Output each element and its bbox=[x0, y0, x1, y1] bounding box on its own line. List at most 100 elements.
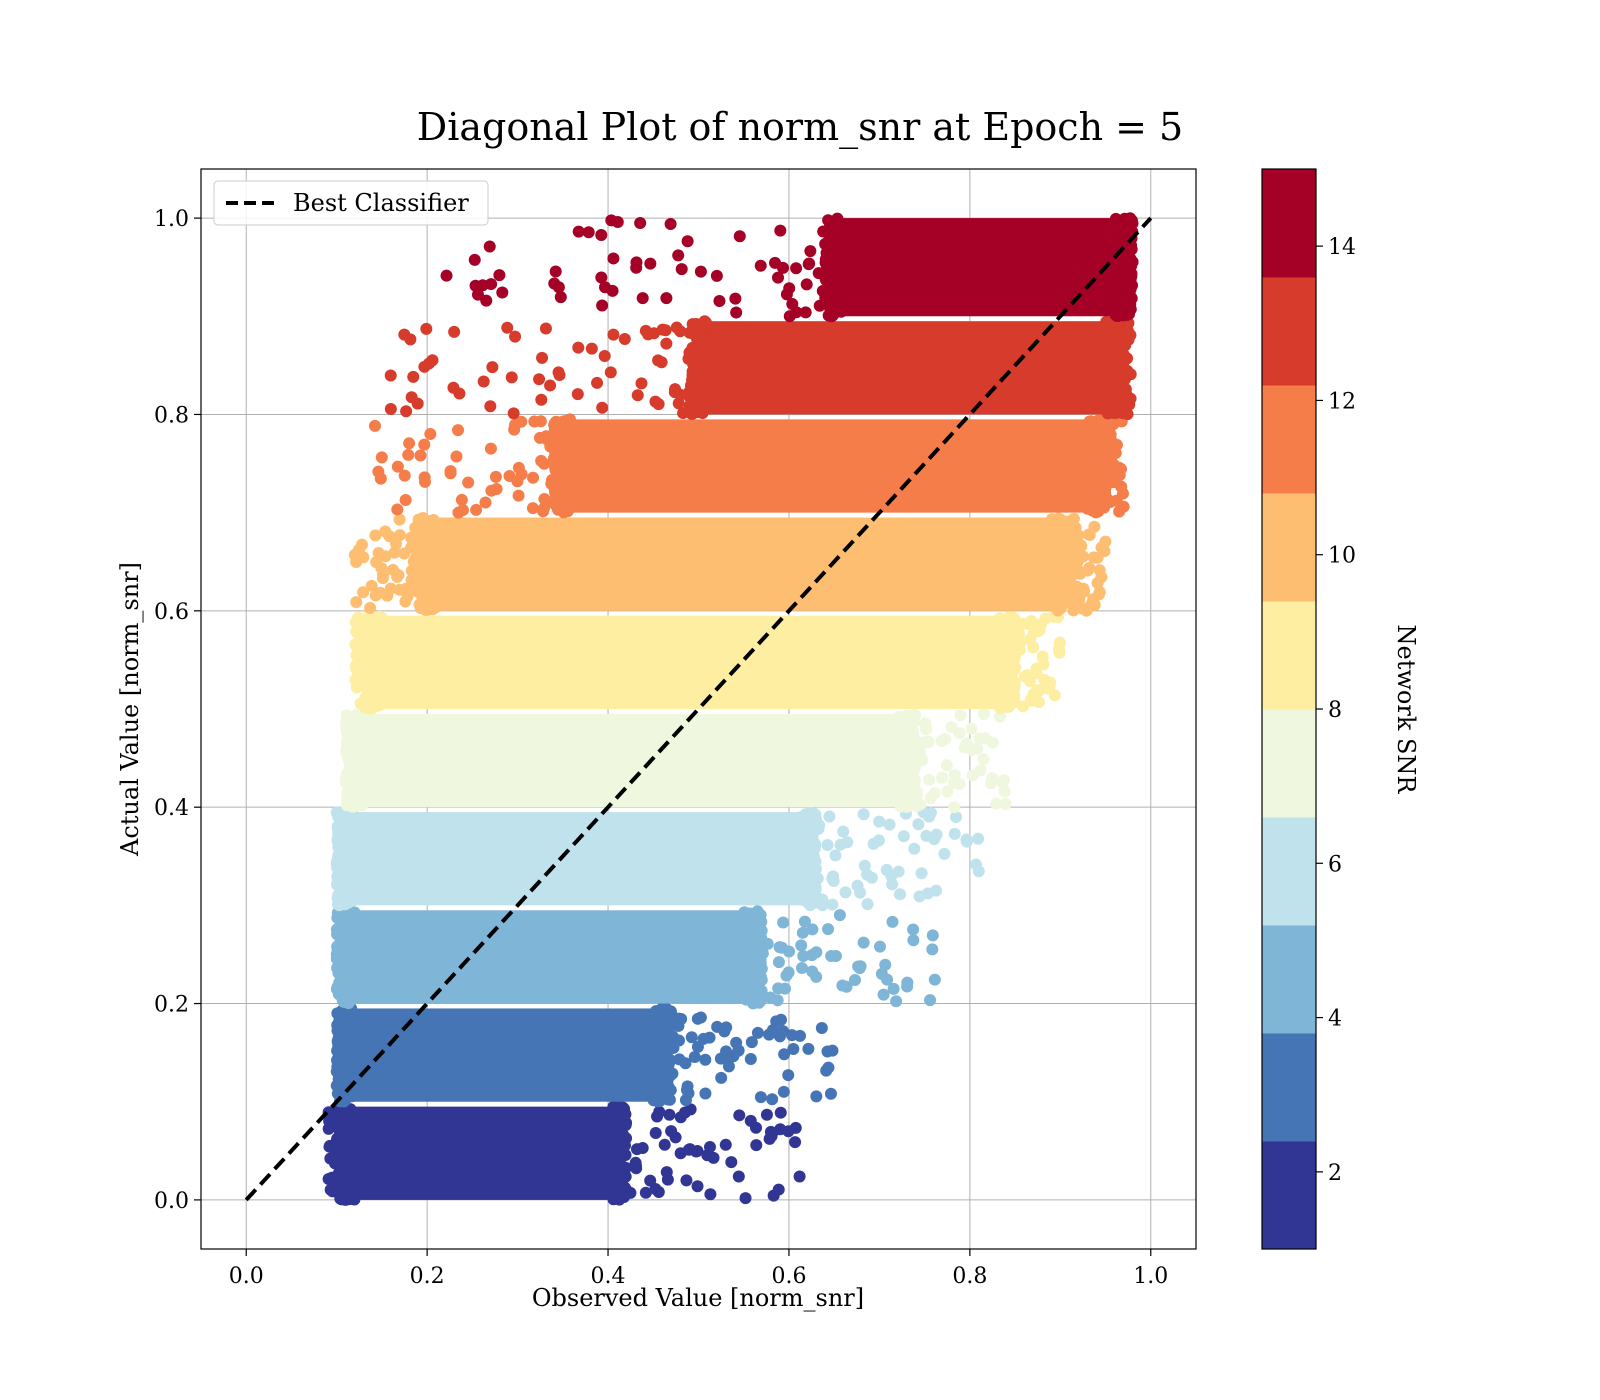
scatter-point bbox=[807, 895, 820, 908]
scatter-point bbox=[795, 962, 808, 975]
scatter-point bbox=[549, 265, 562, 278]
scatter-point bbox=[1105, 454, 1118, 467]
scatter-point bbox=[630, 256, 643, 269]
scatter-point bbox=[1025, 694, 1038, 707]
scatter-point bbox=[663, 1108, 676, 1121]
scatter-point bbox=[572, 341, 585, 354]
scatter-point bbox=[420, 322, 433, 335]
scatter-point bbox=[774, 224, 787, 237]
scatter-point bbox=[725, 1156, 738, 1169]
colorbar-tick-label: 6 bbox=[1328, 852, 1342, 877]
colorbar-segment bbox=[1262, 277, 1316, 386]
scatter-point bbox=[618, 333, 631, 346]
scatter-point bbox=[789, 1136, 802, 1149]
scatter-point bbox=[391, 503, 404, 516]
scatter-point bbox=[977, 753, 990, 766]
scatter-point bbox=[900, 741, 913, 754]
scatter-point bbox=[924, 994, 937, 1007]
scatter-point bbox=[750, 1139, 763, 1152]
scatter-point bbox=[489, 470, 502, 483]
scatter-point bbox=[357, 551, 370, 564]
scatter-point bbox=[644, 257, 657, 270]
scatter-point bbox=[333, 1015, 346, 1028]
scatter-point bbox=[897, 830, 910, 843]
scatter-point bbox=[948, 827, 961, 840]
scatter-point bbox=[900, 776, 913, 789]
scatter-point bbox=[552, 366, 565, 379]
scatter-point bbox=[901, 980, 914, 993]
scatter-point bbox=[333, 899, 346, 912]
scatter-point bbox=[571, 388, 584, 401]
scatter-point bbox=[496, 286, 509, 299]
scatter-point bbox=[732, 1044, 745, 1057]
x-tick-label: 0.8 bbox=[952, 1264, 987, 1289]
scatter-point bbox=[977, 708, 990, 721]
scatter-point bbox=[415, 540, 428, 553]
scatter-point bbox=[596, 299, 609, 312]
scatter-point bbox=[535, 454, 548, 467]
scatter-point bbox=[405, 531, 418, 544]
scatter-point bbox=[322, 1122, 335, 1135]
scatter-point bbox=[686, 407, 699, 420]
scatter-point bbox=[694, 265, 707, 278]
scatter-point bbox=[379, 550, 392, 563]
scatter-point bbox=[365, 621, 378, 634]
scatter-point bbox=[612, 1104, 625, 1117]
scatter-point bbox=[1091, 493, 1104, 506]
scatter-point bbox=[572, 225, 585, 238]
scatter-point bbox=[561, 446, 574, 459]
scatter-point bbox=[851, 879, 864, 892]
colorbar-segment bbox=[1262, 385, 1316, 494]
scatter-point bbox=[687, 366, 700, 379]
scatter-point bbox=[662, 1058, 675, 1071]
chart-title: Diagonal Plot of norm_snr at Epoch = 5 bbox=[417, 105, 1183, 150]
x-axis-ticks: 0.0 0.2 0.4 0.6 0.8 1.0 bbox=[229, 1249, 1168, 1289]
scatter-point bbox=[656, 1002, 669, 1015]
scatter-point bbox=[800, 278, 813, 291]
scatter-point bbox=[418, 475, 431, 488]
colorbar-segment bbox=[1262, 1141, 1316, 1250]
scatter-point bbox=[636, 292, 649, 305]
scatter-point bbox=[822, 1061, 835, 1074]
scatter-point bbox=[922, 773, 935, 786]
scatter-point bbox=[680, 1174, 693, 1187]
scatter-point bbox=[1117, 262, 1130, 275]
scatter-point bbox=[672, 249, 685, 262]
scatter-point bbox=[679, 1057, 692, 1070]
scatter-point bbox=[690, 387, 703, 400]
scatter-point bbox=[887, 982, 900, 995]
scatter-point bbox=[582, 226, 595, 239]
scatter-point bbox=[470, 503, 483, 516]
scatter-point bbox=[404, 333, 417, 346]
scatter-point bbox=[778, 982, 791, 995]
scatter-point bbox=[607, 328, 620, 341]
scatter-point bbox=[806, 923, 819, 936]
x-tick-label: 1.0 bbox=[1133, 1264, 1168, 1289]
scatter-point bbox=[699, 1053, 712, 1066]
scatter-point bbox=[365, 655, 378, 668]
scatter-point bbox=[935, 734, 948, 747]
scatter-point bbox=[719, 1138, 732, 1151]
colorbar-tick-label: 10 bbox=[1328, 544, 1356, 569]
y-tick-label: 0.2 bbox=[154, 993, 189, 1018]
scatter-point bbox=[411, 397, 424, 410]
scatter-point bbox=[527, 471, 540, 484]
colorbar-segment bbox=[1262, 601, 1316, 710]
scatter-point bbox=[771, 994, 784, 1007]
scatter-point bbox=[953, 777, 966, 790]
scatter-point bbox=[368, 419, 381, 432]
scatter-point bbox=[817, 225, 830, 238]
scatter-point bbox=[890, 995, 903, 1008]
scatter-point bbox=[336, 985, 349, 998]
scatter-point bbox=[874, 940, 887, 953]
scatter-point bbox=[907, 934, 920, 947]
scatter-point bbox=[480, 294, 493, 307]
scatter-point bbox=[739, 1192, 752, 1205]
scatter-point bbox=[857, 808, 870, 821]
scatter-point bbox=[544, 440, 557, 453]
scatter-point bbox=[649, 1126, 662, 1139]
scatter-point bbox=[490, 482, 503, 495]
scatter-point bbox=[780, 288, 793, 301]
scatter-point bbox=[535, 393, 548, 406]
scatter-point bbox=[833, 909, 846, 922]
